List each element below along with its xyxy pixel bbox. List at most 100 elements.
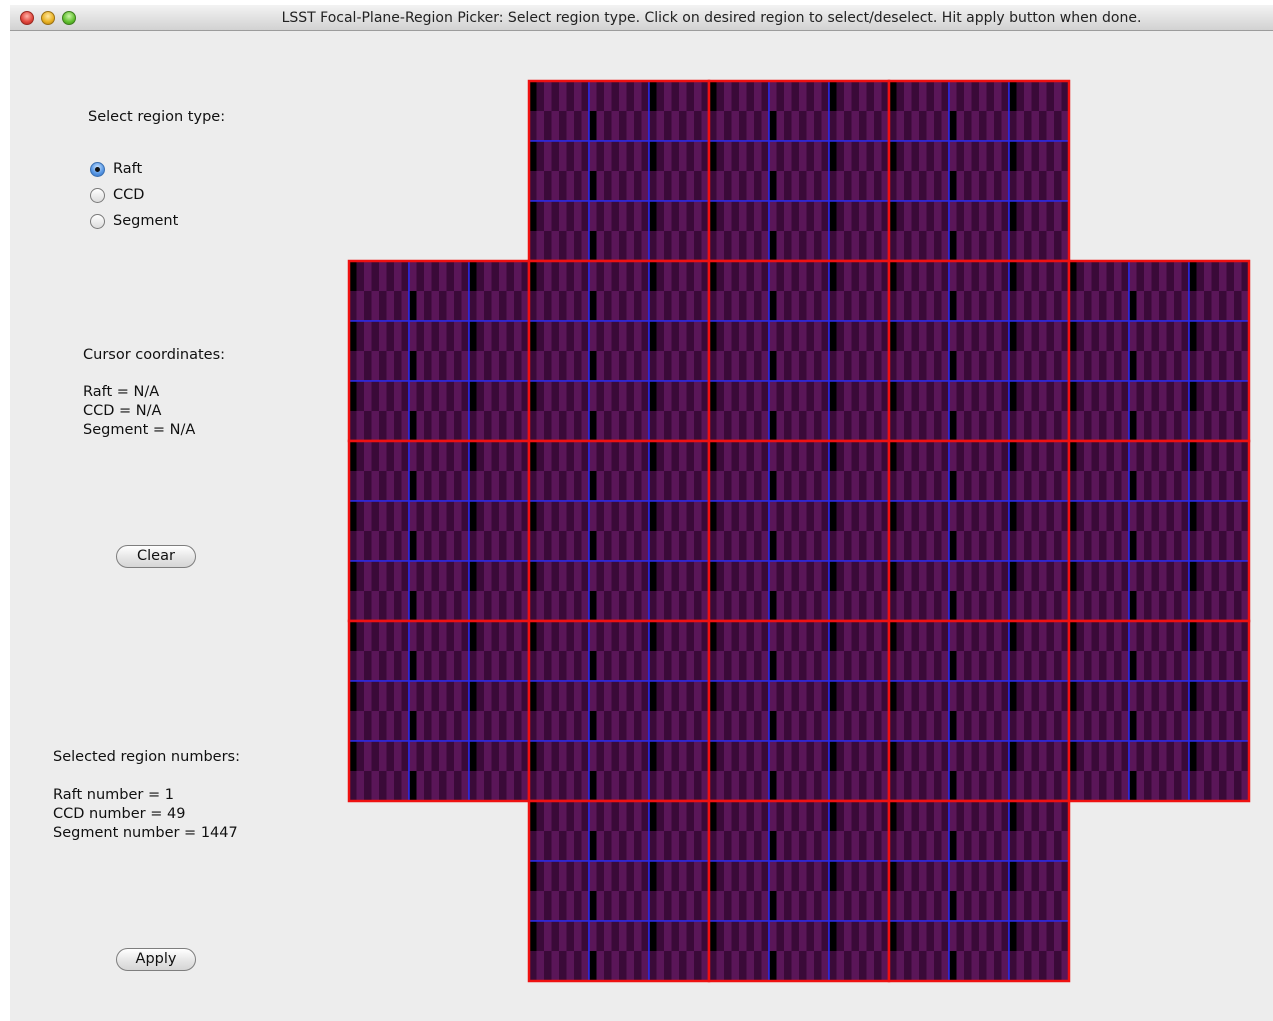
segment[interactable]: [679, 861, 687, 891]
segment[interactable]: [799, 561, 807, 591]
ccd[interactable]: [1128, 680, 1190, 742]
segment[interactable]: [1121, 681, 1130, 711]
segment[interactable]: [1069, 711, 1077, 741]
segment[interactable]: [1189, 531, 1197, 561]
segment[interactable]: [401, 591, 410, 621]
segment[interactable]: [851, 351, 860, 381]
ccd[interactable]: [528, 560, 590, 622]
segment[interactable]: [836, 291, 845, 321]
segment[interactable]: [1061, 471, 1070, 501]
segment[interactable]: [784, 861, 792, 891]
segment[interactable]: [896, 831, 905, 861]
segment[interactable]: [1039, 651, 1047, 681]
ccd[interactable]: [1008, 920, 1070, 982]
segment[interactable]: [536, 471, 545, 501]
segment[interactable]: [491, 441, 500, 471]
segment[interactable]: [964, 321, 972, 351]
segment[interactable]: [829, 531, 837, 561]
segment[interactable]: [544, 201, 552, 231]
segment[interactable]: [904, 861, 912, 891]
segment[interactable]: [1121, 291, 1130, 321]
segment[interactable]: [1234, 621, 1242, 651]
ccd[interactable]: [648, 860, 710, 922]
segment[interactable]: [604, 381, 612, 411]
segment[interactable]: [754, 651, 762, 681]
segment[interactable]: [1069, 501, 1077, 531]
segment[interactable]: [979, 291, 987, 321]
ccd[interactable]: [768, 260, 830, 322]
segment[interactable]: [716, 741, 725, 771]
segment[interactable]: [1204, 531, 1212, 561]
segment[interactable]: [1196, 321, 1205, 351]
segment[interactable]: [896, 891, 905, 921]
segment[interactable]: [986, 231, 995, 261]
segment[interactable]: [874, 171, 882, 201]
segment[interactable]: [866, 741, 875, 771]
segment[interactable]: [469, 411, 477, 441]
segment[interactable]: [814, 171, 822, 201]
segment[interactable]: [656, 351, 665, 381]
segment[interactable]: [626, 141, 635, 171]
ccd[interactable]: [1188, 560, 1250, 622]
ccd[interactable]: [888, 320, 950, 382]
segment[interactable]: [904, 291, 912, 321]
segment[interactable]: [949, 441, 957, 471]
segment[interactable]: [499, 681, 507, 711]
segment[interactable]: [1024, 441, 1032, 471]
segment[interactable]: [686, 411, 695, 441]
segment[interactable]: [1016, 141, 1025, 171]
segment[interactable]: [664, 801, 672, 831]
segment[interactable]: [761, 831, 770, 861]
segment[interactable]: [461, 681, 470, 711]
segment[interactable]: [964, 591, 972, 621]
segment[interactable]: [1211, 321, 1220, 351]
segment[interactable]: [611, 951, 620, 981]
segment[interactable]: [739, 351, 747, 381]
segment[interactable]: [836, 531, 845, 561]
segment[interactable]: [671, 951, 680, 981]
segment[interactable]: [1196, 561, 1205, 591]
segment[interactable]: [596, 291, 605, 321]
segment[interactable]: [491, 771, 500, 801]
segment[interactable]: [964, 231, 972, 261]
segment[interactable]: [746, 441, 755, 471]
segment[interactable]: [904, 771, 912, 801]
segment[interactable]: [949, 921, 957, 951]
segment[interactable]: [1039, 411, 1047, 441]
segment[interactable]: [626, 501, 635, 531]
segment[interactable]: [409, 381, 417, 411]
segment[interactable]: [1076, 561, 1085, 591]
segment[interactable]: [956, 261, 965, 291]
ccd[interactable]: [888, 860, 950, 922]
segment[interactable]: [1016, 801, 1025, 831]
segment[interactable]: [821, 111, 830, 141]
segment[interactable]: [611, 681, 620, 711]
segment[interactable]: [866, 531, 875, 561]
segment[interactable]: [626, 531, 635, 561]
segment[interactable]: [589, 201, 597, 231]
segment[interactable]: [851, 141, 860, 171]
segment[interactable]: [776, 81, 785, 111]
segment[interactable]: [1091, 681, 1100, 711]
segment[interactable]: [1076, 321, 1085, 351]
segment[interactable]: [1129, 771, 1137, 801]
segment[interactable]: [574, 741, 582, 771]
segment[interactable]: [874, 561, 882, 591]
segment[interactable]: [671, 81, 680, 111]
segment[interactable]: [476, 651, 485, 681]
segment[interactable]: [1009, 561, 1017, 591]
segment[interactable]: [596, 561, 605, 591]
ccd[interactable]: [468, 740, 530, 802]
segment[interactable]: [784, 441, 792, 471]
segment[interactable]: [859, 321, 867, 351]
segment[interactable]: [649, 561, 657, 591]
segment[interactable]: [1144, 741, 1152, 771]
segment[interactable]: [1016, 81, 1025, 111]
segment[interactable]: [386, 771, 395, 801]
segment[interactable]: [934, 741, 942, 771]
segment[interactable]: [1181, 501, 1190, 531]
segment[interactable]: [964, 351, 972, 381]
segment[interactable]: [1196, 411, 1205, 441]
segment[interactable]: [559, 291, 567, 321]
segment[interactable]: [836, 711, 845, 741]
